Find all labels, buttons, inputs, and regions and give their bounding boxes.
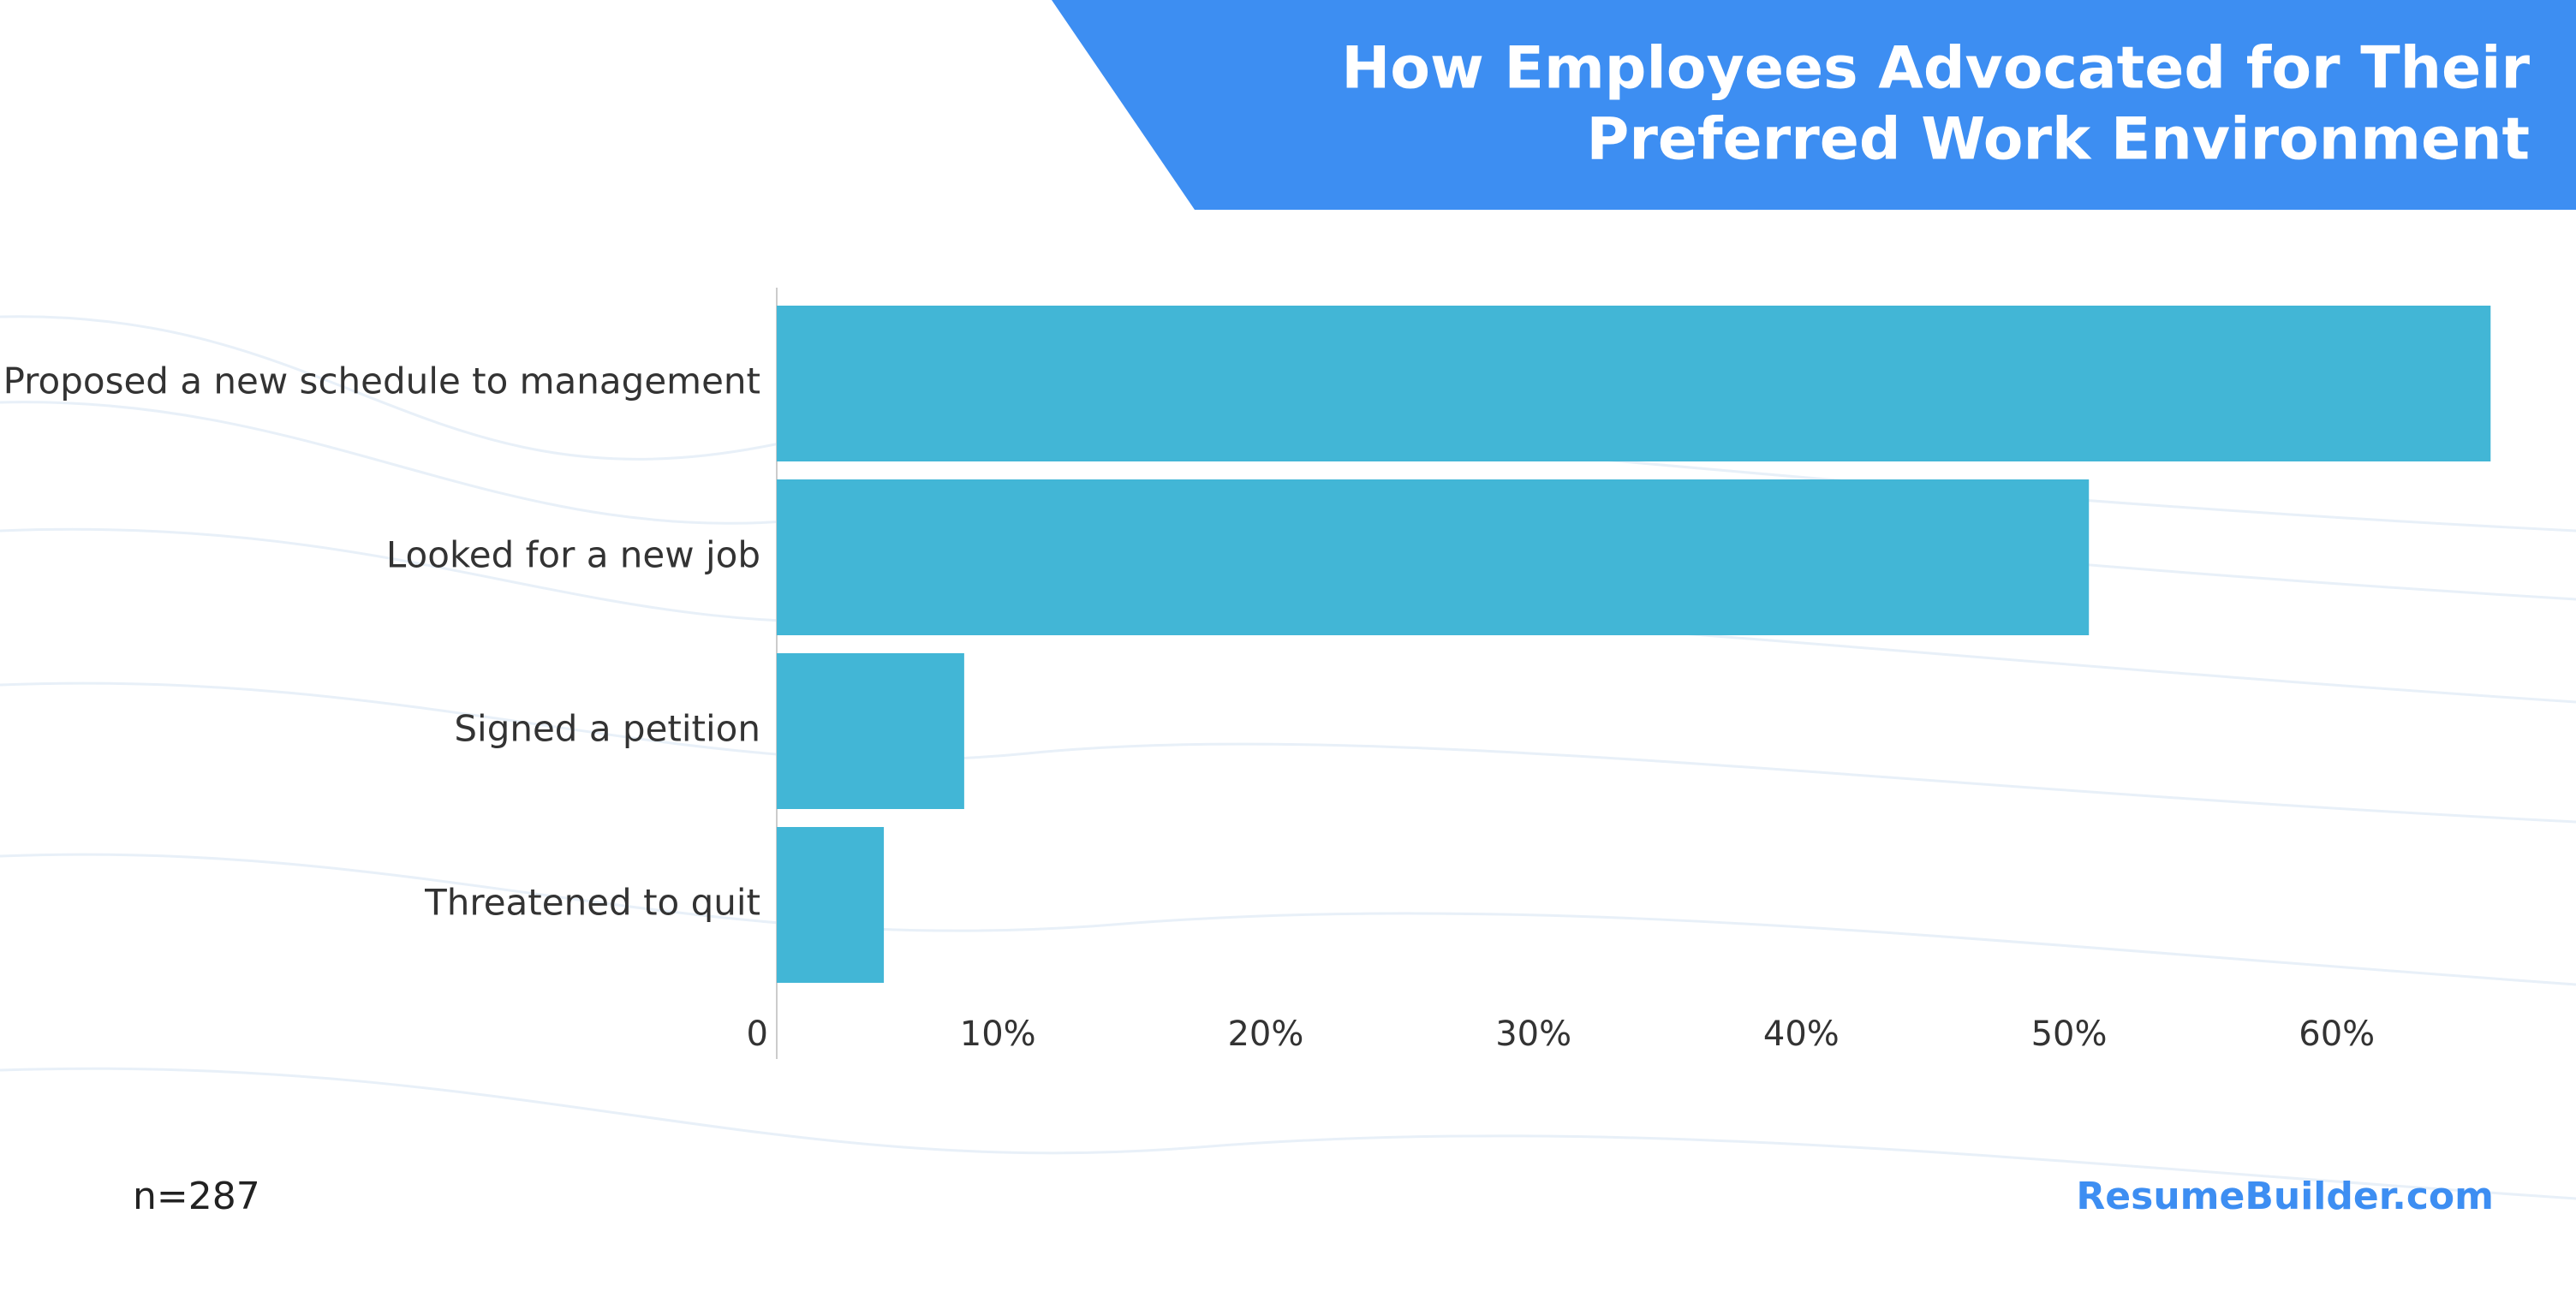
x-tick-label: 30%: [1495, 1015, 1571, 1054]
x-tick-label: 10%: [960, 1015, 1036, 1054]
x-tick-label: 60%: [2299, 1015, 2375, 1054]
sample-note: n=287: [133, 1175, 260, 1218]
category-label: Threatened to quit: [424, 882, 760, 924]
x-tick-label: 40%: [1763, 1015, 1840, 1054]
x-tick-label: 20%: [1227, 1015, 1303, 1054]
title-banner: [1052, 0, 2576, 210]
chart-title: Preferred Work Environment: [1586, 106, 2530, 174]
category-label: Looked for a new job: [386, 534, 760, 576]
category-label: Proposed a new schedule to management: [3, 360, 760, 402]
bar: [777, 306, 2491, 461]
category-label: Signed a petition: [454, 708, 760, 750]
x-tick-label: 0: [747, 1015, 768, 1054]
bar: [777, 479, 2090, 635]
x-tick-label: 50%: [2031, 1015, 2108, 1054]
bar: [777, 827, 885, 983]
bar: [777, 653, 964, 809]
source: ResumeBuilder.com: [2076, 1175, 2494, 1218]
chart-title: How Employees Advocated for Their: [1341, 35, 2530, 103]
